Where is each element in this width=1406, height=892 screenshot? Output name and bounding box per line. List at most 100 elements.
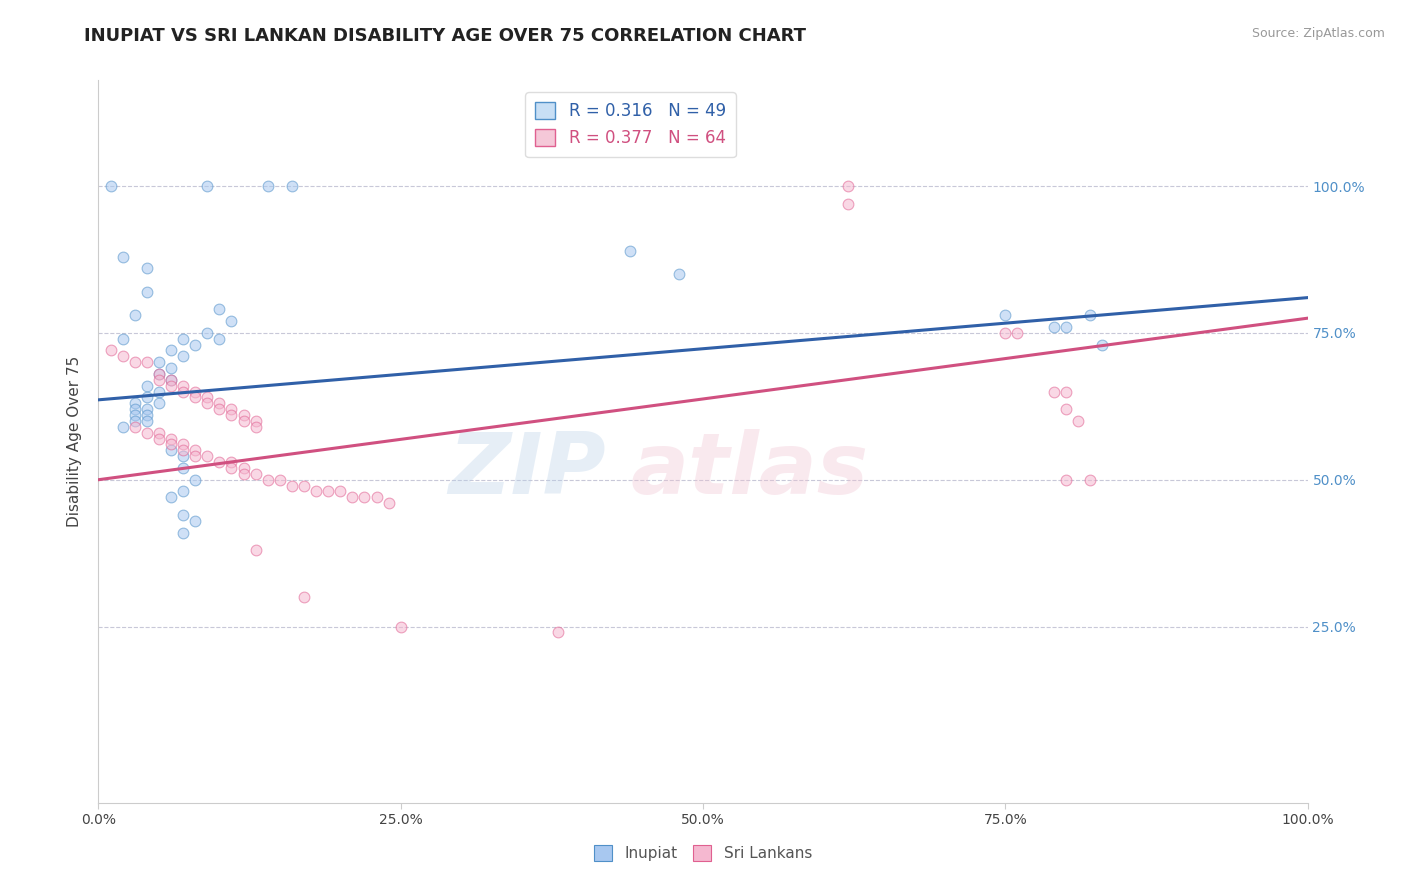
Point <box>329 484 352 499</box>
Point <box>366 491 388 505</box>
Point <box>245 414 267 428</box>
Point <box>389 619 412 633</box>
Point <box>184 449 207 463</box>
Point <box>172 461 194 475</box>
Point <box>124 396 146 410</box>
Text: atlas: atlas <box>630 429 869 512</box>
Point <box>1078 308 1101 322</box>
Point <box>208 302 231 317</box>
Point <box>172 384 194 399</box>
Point <box>245 420 267 434</box>
Point <box>160 437 183 451</box>
Point <box>195 449 218 463</box>
Point <box>1054 384 1077 399</box>
Point <box>184 337 207 351</box>
Point <box>994 326 1017 340</box>
Point <box>135 408 157 422</box>
Point <box>172 437 194 451</box>
Point <box>245 543 267 558</box>
Point <box>1078 473 1101 487</box>
Point <box>256 179 278 194</box>
Point <box>148 425 170 440</box>
Point <box>111 420 134 434</box>
Point <box>1042 320 1064 334</box>
Point <box>160 443 183 458</box>
Point <box>100 179 122 194</box>
Point <box>232 467 254 481</box>
Point <box>124 420 146 434</box>
Point <box>195 396 218 410</box>
Point <box>148 367 170 381</box>
Point <box>1007 326 1029 340</box>
Point <box>221 408 243 422</box>
Point <box>232 408 254 422</box>
Point <box>160 432 183 446</box>
Point <box>316 484 339 499</box>
Point <box>172 443 194 458</box>
Point <box>1042 384 1064 399</box>
Point <box>1091 337 1114 351</box>
Point <box>135 355 157 369</box>
Point <box>195 326 218 340</box>
Point <box>184 384 207 399</box>
Text: INUPIAT VS SRI LANKAN DISABILITY AGE OVER 75 CORRELATION CHART: INUPIAT VS SRI LANKAN DISABILITY AGE OVE… <box>84 27 807 45</box>
Point <box>837 179 859 194</box>
Point <box>281 179 304 194</box>
Point <box>619 244 641 258</box>
Point <box>184 443 207 458</box>
Point <box>148 373 170 387</box>
Point <box>1067 414 1090 428</box>
Point <box>1054 320 1077 334</box>
Point <box>148 396 170 410</box>
Point <box>160 361 183 376</box>
Point <box>668 267 690 281</box>
Point <box>292 478 315 492</box>
Point <box>281 478 304 492</box>
Point <box>148 432 170 446</box>
Point <box>208 332 231 346</box>
Point <box>547 625 569 640</box>
Point <box>1054 473 1077 487</box>
Point <box>195 179 218 194</box>
Point <box>184 514 207 528</box>
Point <box>208 455 231 469</box>
Point <box>160 343 183 358</box>
Legend: Inupiat, Sri Lankans: Inupiat, Sri Lankans <box>588 839 818 867</box>
Point <box>837 196 859 211</box>
Point <box>124 408 146 422</box>
Point <box>208 396 231 410</box>
Point <box>245 467 267 481</box>
Point <box>135 425 157 440</box>
Point <box>184 391 207 405</box>
Point <box>195 391 218 405</box>
Point <box>353 491 375 505</box>
Point <box>292 591 315 605</box>
Point <box>160 491 183 505</box>
Text: ZIP: ZIP <box>449 429 606 512</box>
Point <box>221 314 243 328</box>
Point <box>160 373 183 387</box>
Point <box>100 343 122 358</box>
Point <box>135 391 157 405</box>
Point <box>135 402 157 417</box>
Point <box>135 285 157 299</box>
Point <box>135 414 157 428</box>
Point <box>221 402 243 417</box>
Point <box>135 378 157 392</box>
Point <box>148 355 170 369</box>
Point <box>342 491 364 505</box>
Point <box>172 525 194 540</box>
Point <box>172 350 194 364</box>
Point <box>172 378 194 392</box>
Point <box>377 496 399 510</box>
Point <box>111 350 134 364</box>
Point <box>124 414 146 428</box>
Point <box>172 508 194 522</box>
Point <box>305 484 328 499</box>
Point <box>221 461 243 475</box>
Point <box>221 455 243 469</box>
Point <box>232 461 254 475</box>
Text: Source: ZipAtlas.com: Source: ZipAtlas.com <box>1251 27 1385 40</box>
Point <box>256 473 278 487</box>
Point <box>148 384 170 399</box>
